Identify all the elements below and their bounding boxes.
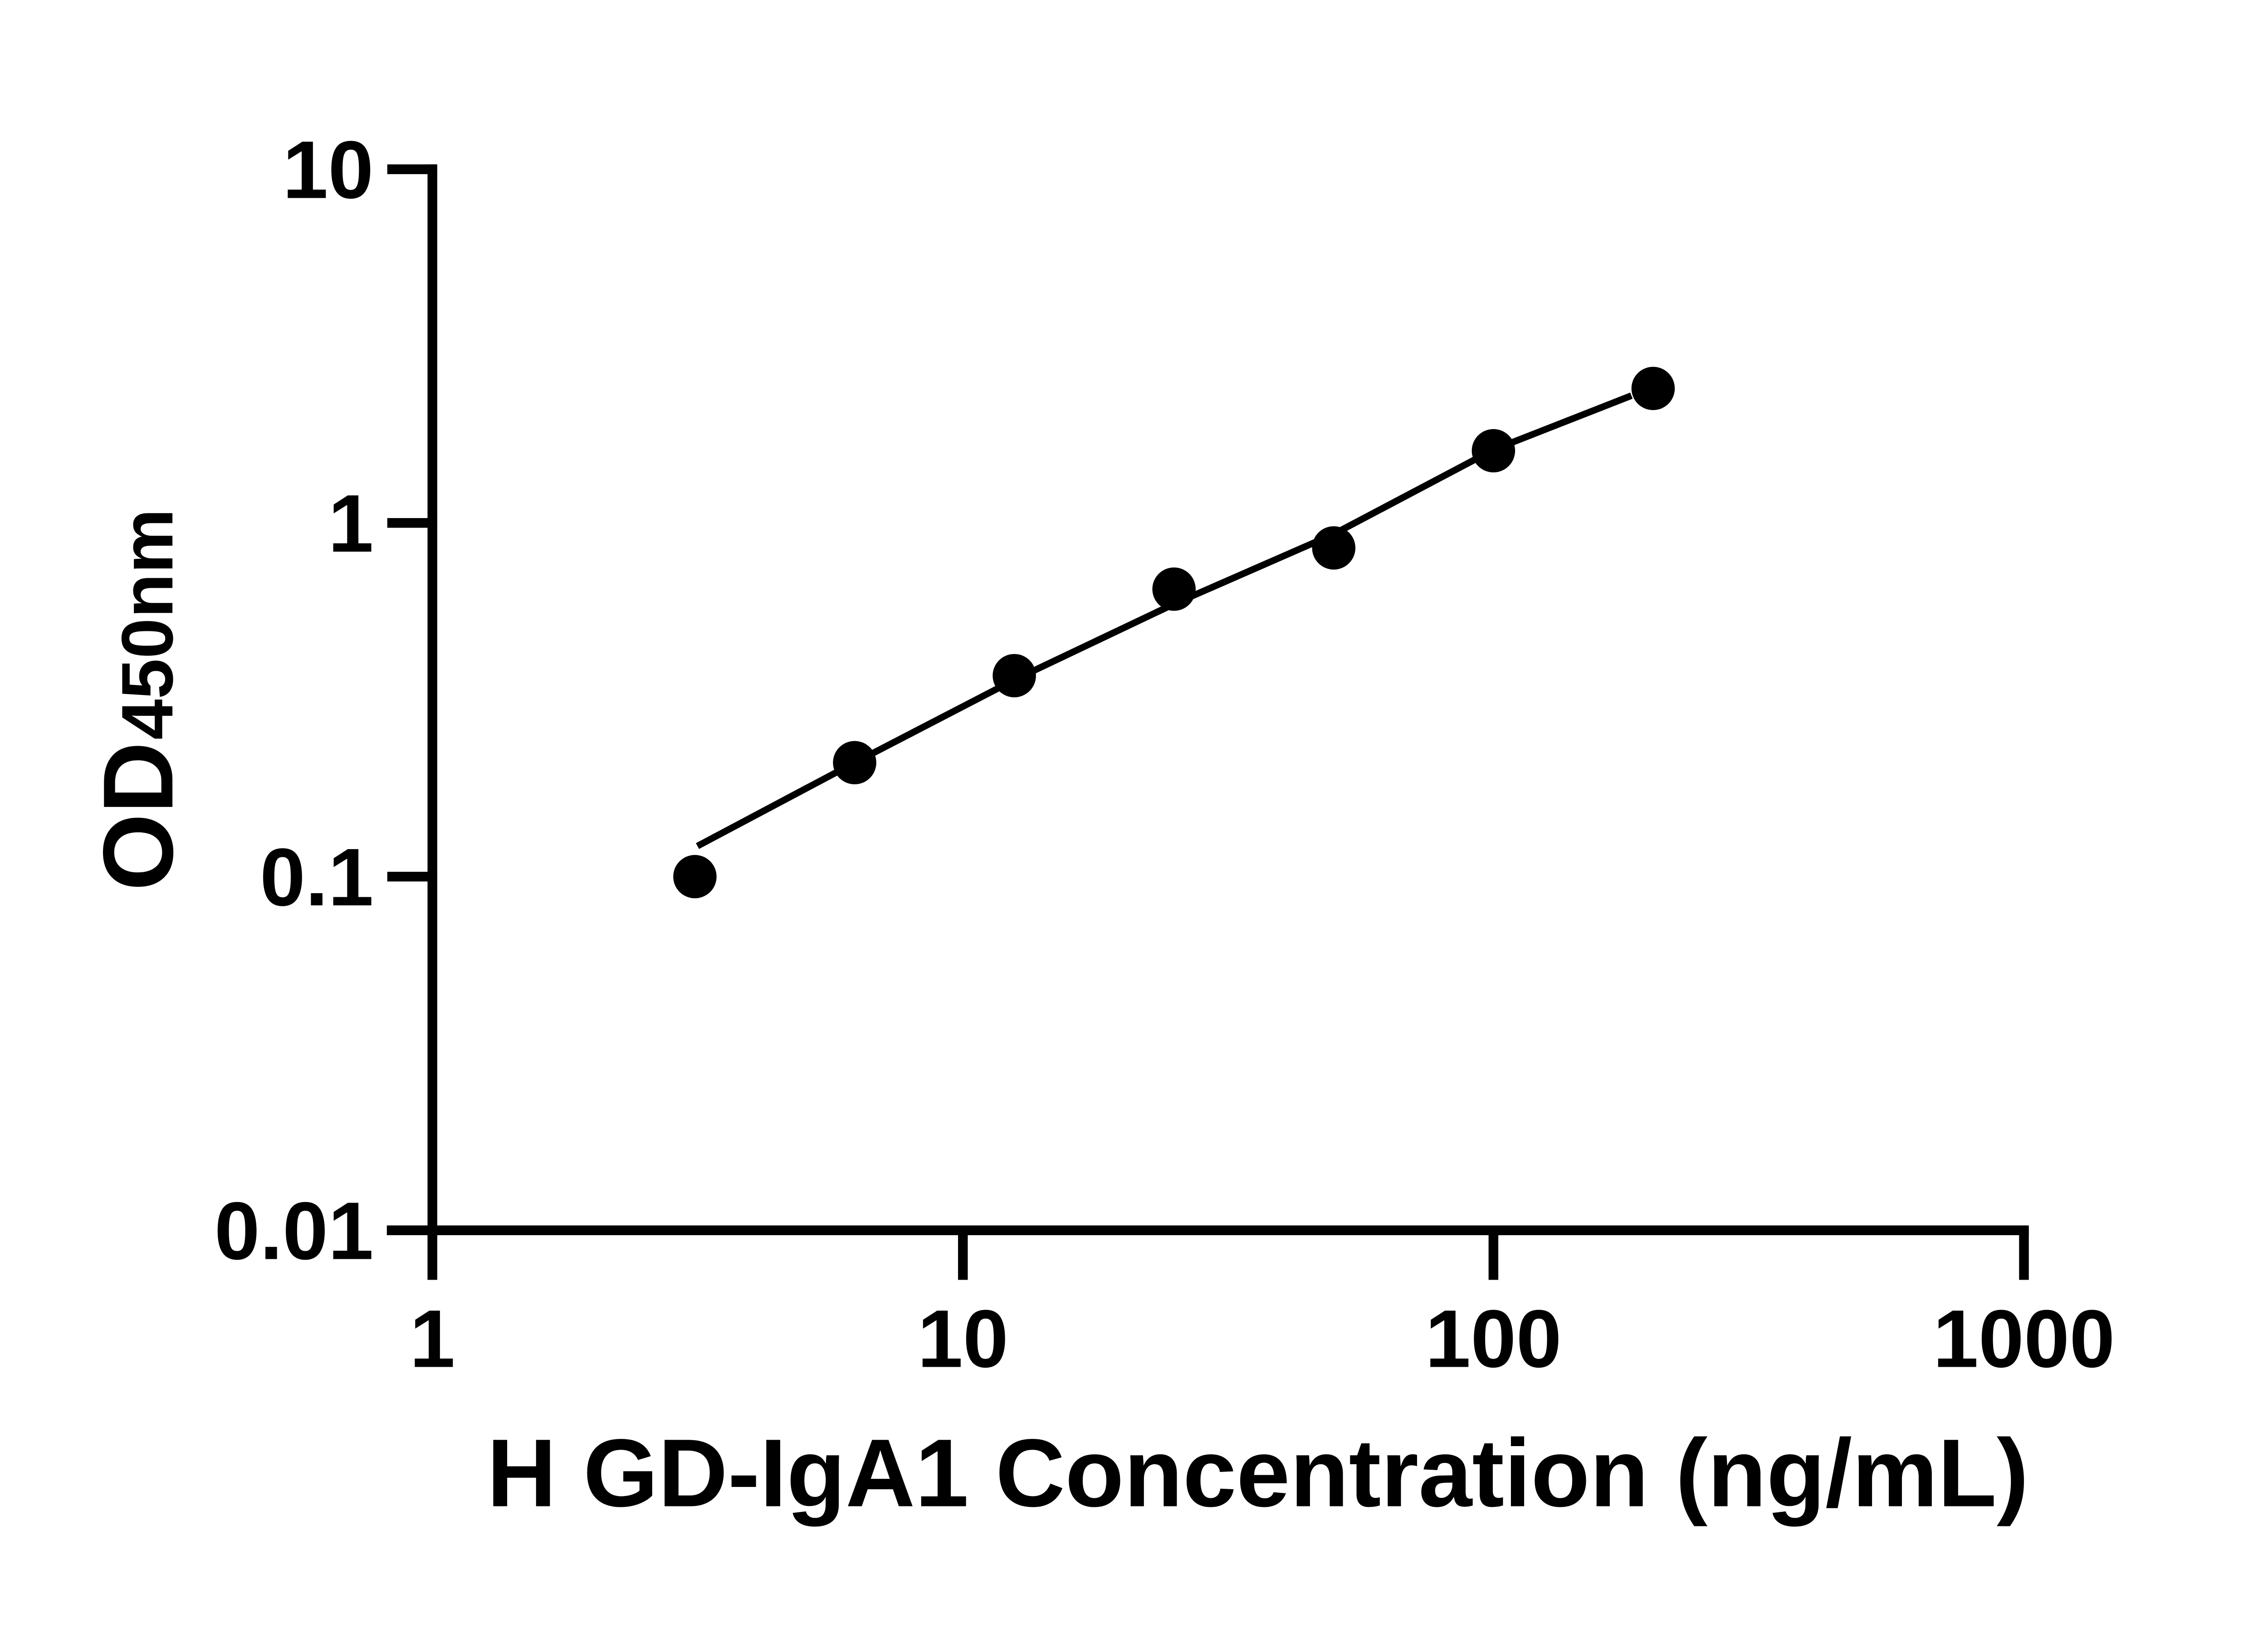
chart-background xyxy=(0,20,2268,1613)
x-tick-labels: 1 10 100 1000 xyxy=(410,1293,2115,1384)
data-point xyxy=(833,741,876,785)
x-tick-label: 1000 xyxy=(1933,1293,2115,1384)
y-tick-labels: 10 1 0.1 0.01 xyxy=(215,124,374,1276)
y-axis-title-main: OD xyxy=(83,742,194,891)
data-point xyxy=(673,855,717,899)
x-tick-label: 100 xyxy=(1425,1293,1562,1384)
data-point xyxy=(1631,367,1675,411)
y-axis-title: OD 450nm xyxy=(83,508,194,891)
y-tick-label: 10 xyxy=(283,124,374,215)
data-point xyxy=(1312,526,1356,570)
x-tick-label: 10 xyxy=(918,1293,1009,1384)
data-point xyxy=(1471,429,1515,473)
data-point xyxy=(1152,567,1196,611)
x-tick-label: 1 xyxy=(410,1293,455,1384)
y-axis-title-sub: 450nm xyxy=(107,508,188,739)
data-points xyxy=(673,367,1675,899)
y-tick-label: 0.1 xyxy=(260,832,374,923)
y-tick-label: 0.01 xyxy=(215,1186,374,1277)
y-tick-label: 1 xyxy=(328,478,373,569)
data-point xyxy=(992,654,1036,698)
x-tick-marks xyxy=(427,1230,2029,1280)
x-axis-title: H GD-IgA1 Concentration (ng/mL) xyxy=(487,1419,2028,1527)
